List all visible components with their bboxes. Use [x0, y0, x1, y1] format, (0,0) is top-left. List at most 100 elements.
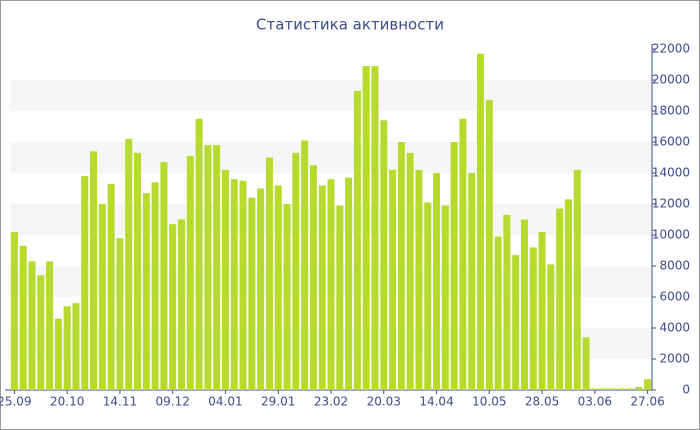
bar: [450, 142, 458, 390]
bar: [248, 197, 256, 390]
x-tick-label: 28.05: [525, 395, 559, 409]
bar: [46, 261, 54, 390]
bar: [494, 236, 502, 390]
bar: [37, 275, 45, 390]
grid-band: [10, 142, 652, 173]
bar: [635, 386, 643, 390]
x-tick-label: 27.06: [630, 395, 664, 409]
bar: [292, 152, 300, 390]
bar: [107, 183, 115, 390]
bar: [116, 238, 124, 390]
bar: [556, 208, 564, 390]
bar: [63, 306, 71, 390]
chart-title: Статистика активности: [256, 16, 444, 34]
y-tick-label: 4000: [659, 321, 690, 335]
bar: [600, 388, 608, 390]
bar: [424, 202, 432, 390]
y-tick-label: 20000: [652, 73, 690, 87]
bar: [265, 157, 273, 390]
bar: [362, 66, 370, 391]
bar: [353, 90, 361, 390]
bar: [28, 261, 36, 390]
bar: [204, 145, 212, 390]
bar: [54, 318, 62, 390]
bar: [213, 145, 221, 390]
bar: [617, 388, 625, 390]
bar: [582, 337, 590, 390]
bar: [380, 120, 388, 391]
bar: [485, 100, 493, 391]
bar: [520, 219, 528, 390]
bar: [309, 165, 317, 390]
bar: [257, 188, 265, 390]
x-tick-label: 10.05: [472, 395, 506, 409]
x-tick-label: 14.04: [419, 395, 453, 409]
bar: [389, 169, 397, 390]
bar: [433, 173, 441, 390]
bar: [318, 185, 326, 390]
x-tick-label: 14.11: [103, 395, 137, 409]
bar: [573, 169, 581, 390]
bar: [529, 247, 537, 390]
bar: [81, 176, 89, 390]
bar: [345, 177, 353, 390]
bar: [644, 379, 652, 390]
bar: [98, 204, 106, 390]
bar: [142, 193, 150, 390]
bar: [274, 185, 282, 390]
y-tick-label: 0: [682, 383, 690, 397]
bar: [283, 204, 291, 390]
bar: [301, 140, 309, 390]
x-tick-label: 04.01: [208, 395, 242, 409]
bar: [160, 162, 168, 390]
bar: [397, 142, 405, 390]
bar: [230, 179, 238, 390]
x-tick-label: 29.01: [261, 395, 295, 409]
y-tick-label: 18000: [652, 104, 690, 118]
y-tick-label: 10000: [652, 228, 690, 242]
bar: [327, 179, 335, 390]
x-tick-label: 20.10: [50, 395, 84, 409]
bar: [19, 245, 27, 390]
bar: [459, 118, 467, 390]
bar: [169, 224, 177, 390]
bar: [476, 53, 485, 391]
bar: [125, 138, 133, 390]
y-tick-label: 16000: [652, 135, 690, 149]
bar: [195, 118, 203, 390]
bar: [608, 388, 616, 390]
y-tick-label: 22000: [652, 42, 690, 56]
y-tick-label: 12000: [652, 197, 690, 211]
grid-band: [10, 80, 652, 111]
bar: [221, 169, 229, 390]
bar: [564, 199, 572, 390]
bar: [134, 152, 142, 390]
bar: [177, 219, 186, 390]
bar: [186, 155, 194, 390]
bar: [538, 231, 546, 390]
bar: [503, 214, 511, 390]
bar: [151, 182, 159, 390]
bar: [72, 303, 80, 390]
bar: [371, 66, 379, 391]
bar: [512, 255, 520, 390]
x-tick-label: 25.09: [0, 395, 32, 409]
bar: [591, 388, 599, 390]
bar: [336, 205, 344, 390]
x-tick-label: 20.03: [367, 395, 401, 409]
bar: [406, 152, 414, 390]
y-tick-label: 8000: [659, 259, 690, 273]
bar: [90, 151, 98, 390]
x-tick-label: 09.12: [156, 395, 190, 409]
bar: [415, 169, 423, 390]
x-tick-label: 23.02: [314, 395, 348, 409]
bar: [441, 205, 449, 390]
y-tick-label: 2000: [659, 352, 690, 366]
bar: [547, 264, 555, 390]
y-tick-label: 14000: [652, 166, 690, 180]
bar: [626, 388, 634, 390]
x-tick-label: 03.06: [578, 395, 612, 409]
bar: [239, 180, 247, 390]
bar: [10, 231, 18, 390]
